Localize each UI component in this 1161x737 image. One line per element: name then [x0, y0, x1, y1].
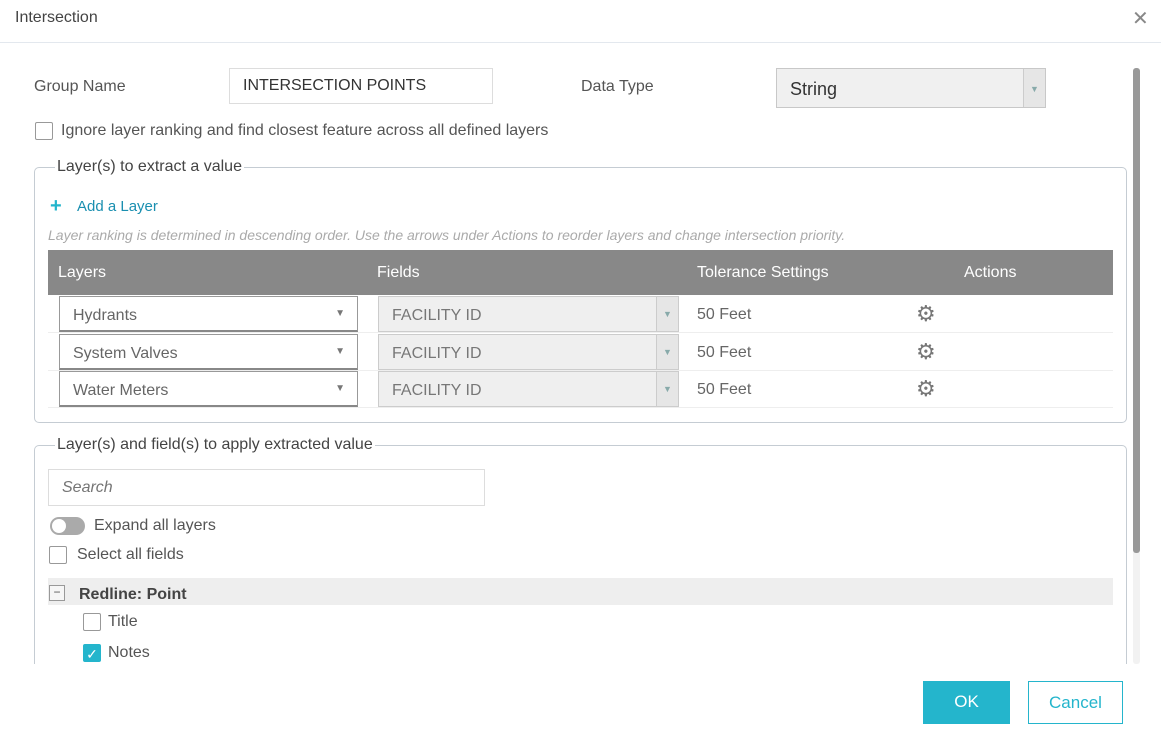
col-layers: Layers — [58, 264, 107, 281]
col-tolerance: Tolerance Settings — [697, 264, 829, 281]
gear-icon[interactable]: ⚙ — [916, 376, 936, 401]
gear-icon[interactable]: ⚙ — [916, 301, 936, 326]
data-type-value: String — [790, 79, 838, 99]
expand-all-label: Expand all layers — [94, 517, 216, 534]
tolerance-value: 50 Feet — [697, 306, 752, 323]
cancel-button[interactable]: Cancel — [1028, 681, 1123, 724]
layer-value: Water Meters — [73, 382, 169, 399]
ranking-hint: Layer ranking is determined in descendin… — [48, 227, 846, 243]
chevron-down-icon: ▼ — [335, 383, 345, 394]
field-value: FACILITY ID — [392, 382, 482, 399]
table-row: Water Meters ▼ FACILITY ID ▼ 50 Feet ⚙ — [48, 370, 1113, 408]
field-checkbox-notes[interactable]: ✓ — [83, 644, 101, 662]
chevron-down-icon: ▼ — [335, 346, 345, 357]
col-fields: Fields — [377, 264, 420, 281]
table-row: Hydrants ▼ FACILITY ID ▼ 50 Feet ⚙ — [48, 295, 1113, 333]
field-select[interactable]: FACILITY ID ▼ — [378, 334, 679, 370]
header-divider — [0, 42, 1161, 43]
group-name-input[interactable] — [229, 68, 493, 104]
extract-section: Layer(s) to extract a value — [34, 158, 1127, 423]
layer-value: Hydrants — [73, 307, 138, 324]
ok-button[interactable]: OK — [923, 681, 1010, 724]
plus-icon[interactable]: + — [50, 195, 62, 217]
collapse-icon[interactable]: − — [49, 585, 65, 601]
layer-select[interactable]: System Valves ▼ — [59, 334, 358, 370]
chevron-down-icon: ▼ — [656, 335, 678, 369]
add-layer-link[interactable]: Add a Layer — [77, 198, 158, 215]
select-all-checkbox[interactable] — [49, 546, 67, 564]
apply-legend: Layer(s) and field(s) to apply extracted… — [57, 436, 373, 453]
close-icon[interactable]: ✕ — [1132, 8, 1149, 30]
apply-section: Layer(s) and field(s) to apply extracted… — [34, 436, 1127, 696]
gear-icon[interactable]: ⚙ — [916, 339, 936, 364]
tolerance-value: 50 Feet — [697, 381, 752, 398]
ignore-ranking-label: Ignore layer ranking and find closest fe… — [61, 122, 549, 139]
layers-table-header: Layers Fields Tolerance Settings Actions — [48, 250, 1113, 295]
table-row: System Valves ▼ FACILITY ID ▼ 50 Feet ⚙ — [48, 333, 1113, 371]
field-label: Title — [108, 613, 138, 630]
field-select[interactable]: FACILITY ID ▼ — [378, 296, 679, 332]
data-type-label: Data Type — [581, 78, 654, 95]
dialog-title: Intersection — [15, 9, 98, 26]
layer-value: System Valves — [73, 345, 178, 362]
data-type-select[interactable]: String ▼ — [776, 68, 1046, 108]
search-input[interactable] — [48, 469, 485, 506]
layer-group-label: Redline: Point — [79, 586, 187, 603]
group-name-label: Group Name — [34, 78, 126, 95]
field-value: FACILITY ID — [392, 307, 482, 324]
chevron-down-icon: ▼ — [656, 297, 678, 331]
scrollbar-thumb[interactable] — [1133, 68, 1140, 553]
expand-all-toggle[interactable] — [50, 517, 85, 535]
extract-legend: Layer(s) to extract a value — [57, 158, 242, 175]
layer-select[interactable]: Water Meters ▼ — [59, 371, 358, 407]
chevron-down-icon: ▼ — [656, 372, 678, 406]
field-select[interactable]: FACILITY ID ▼ — [378, 371, 679, 407]
field-label: Notes — [108, 644, 150, 661]
ignore-ranking-checkbox[interactable] — [35, 122, 53, 140]
chevron-down-icon: ▼ — [335, 308, 345, 319]
layer-group-row — [48, 578, 1113, 605]
field-value: FACILITY ID — [392, 345, 482, 362]
tolerance-value: 50 Feet — [697, 344, 752, 361]
chevron-down-icon: ▼ — [1023, 69, 1045, 107]
layer-select[interactable]: Hydrants ▼ — [59, 296, 358, 332]
select-all-label: Select all fields — [77, 546, 184, 563]
col-actions: Actions — [964, 264, 1017, 281]
field-checkbox-title[interactable] — [83, 613, 101, 631]
